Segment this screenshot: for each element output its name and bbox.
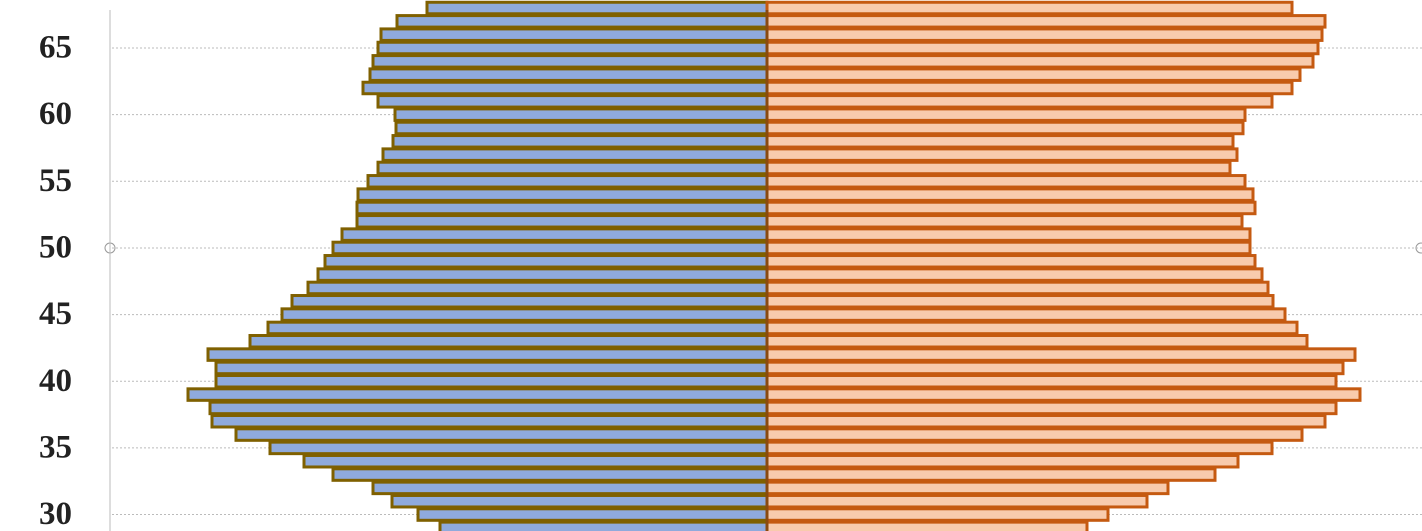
bar (368, 67, 769, 82)
bar (765, 467, 1217, 482)
bar (765, 254, 1257, 269)
bar (280, 307, 769, 322)
y-tick-label: 60 (39, 96, 72, 132)
bar (214, 374, 769, 389)
bar (361, 80, 769, 96)
bar (290, 294, 769, 309)
bar (206, 347, 769, 362)
bar (765, 94, 1274, 109)
bar (186, 387, 769, 402)
bar (356, 187, 769, 202)
bar (765, 40, 1320, 56)
bar (234, 427, 769, 442)
bar (302, 453, 769, 469)
bar (376, 40, 769, 56)
bar (765, 440, 1274, 456)
bar (208, 400, 769, 416)
bar (765, 360, 1345, 376)
bar (765, 227, 1252, 242)
bar (765, 134, 1235, 149)
bar (316, 267, 769, 282)
y-tick-label: 35 (39, 429, 72, 465)
bar (765, 413, 1327, 429)
bar (390, 493, 769, 509)
bar (355, 200, 769, 216)
bar (395, 14, 769, 29)
bar (765, 294, 1275, 309)
bar (765, 520, 1089, 531)
y-tick-label: 65 (39, 30, 72, 66)
bar (765, 507, 1110, 522)
bar (355, 214, 769, 229)
bar (765, 493, 1149, 509)
bar (765, 160, 1232, 176)
bar (765, 80, 1294, 96)
bar (214, 360, 769, 376)
bar (765, 0, 1294, 16)
bar (340, 227, 769, 242)
bar (765, 27, 1324, 42)
bar (765, 14, 1327, 29)
y-tick-label: 30 (39, 496, 72, 531)
y-tick-label: 50 (39, 230, 72, 266)
bar (765, 107, 1247, 122)
y-tick-label: 55 (39, 163, 72, 199)
bar (381, 147, 769, 162)
bar (765, 427, 1304, 442)
bar (765, 307, 1287, 322)
bar (765, 320, 1299, 336)
bar (765, 280, 1270, 296)
bar (765, 120, 1245, 136)
bar (266, 320, 769, 336)
bar (371, 54, 769, 69)
bar (438, 520, 769, 531)
bar (765, 174, 1247, 189)
bar (391, 134, 769, 149)
bar (416, 507, 769, 522)
bar (366, 174, 769, 189)
bar (765, 240, 1252, 256)
bar (765, 67, 1302, 82)
y-tick-label: 45 (39, 296, 72, 332)
bar (210, 413, 769, 429)
bar (765, 54, 1315, 69)
bar (331, 240, 769, 256)
bar (376, 160, 769, 176)
bar (765, 400, 1338, 416)
bar (393, 107, 769, 122)
bar (425, 0, 769, 16)
bar (765, 200, 1257, 216)
bar (379, 27, 769, 42)
bar (306, 280, 769, 296)
bar (765, 187, 1255, 202)
bar (765, 147, 1239, 162)
bar (765, 334, 1309, 349)
bar (248, 334, 769, 349)
bar (765, 374, 1338, 389)
bar (765, 480, 1170, 496)
bar (765, 214, 1244, 229)
bar (376, 94, 769, 109)
bar (268, 440, 769, 456)
bar (765, 387, 1362, 402)
bar (765, 267, 1264, 282)
bar (765, 347, 1357, 362)
bar (765, 453, 1240, 469)
bar (331, 467, 769, 482)
y-tick-label: 40 (39, 363, 72, 399)
bar (394, 120, 769, 136)
bar (323, 254, 769, 269)
bar (371, 480, 769, 496)
